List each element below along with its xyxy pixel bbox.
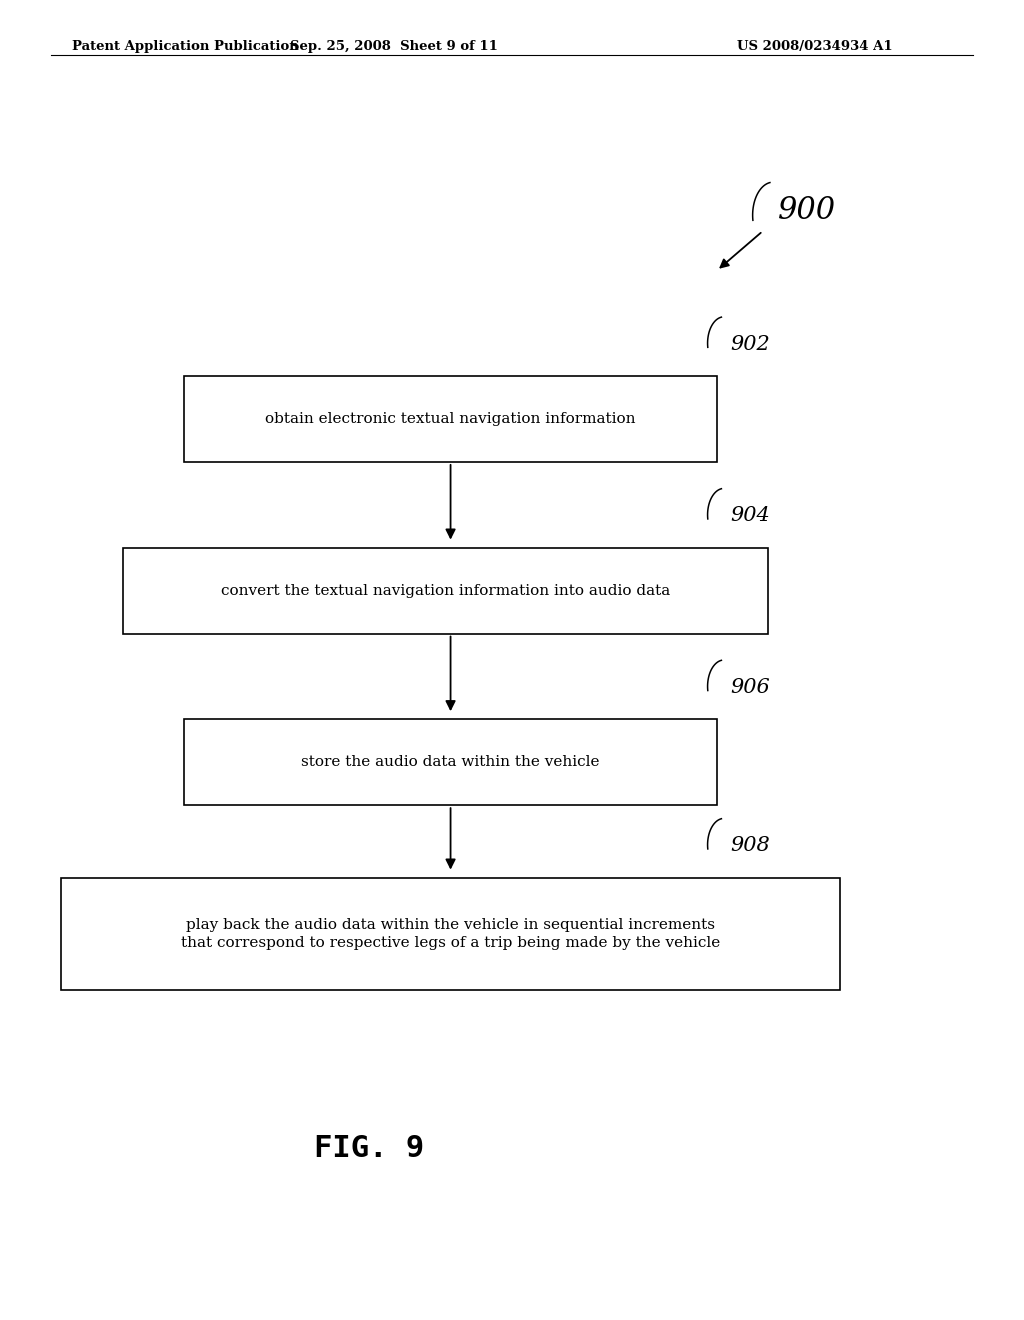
Text: 902: 902: [730, 335, 770, 354]
FancyBboxPatch shape: [61, 878, 840, 990]
Text: Sep. 25, 2008  Sheet 9 of 11: Sep. 25, 2008 Sheet 9 of 11: [290, 40, 499, 53]
Text: 906: 906: [730, 678, 770, 697]
Text: obtain electronic textual navigation information: obtain electronic textual navigation inf…: [265, 412, 636, 426]
FancyBboxPatch shape: [184, 376, 717, 462]
FancyBboxPatch shape: [184, 719, 717, 805]
Text: convert the textual navigation information into audio data: convert the textual navigation informati…: [221, 583, 670, 598]
Text: store the audio data within the vehicle: store the audio data within the vehicle: [301, 755, 600, 770]
Text: US 2008/0234934 A1: US 2008/0234934 A1: [737, 40, 893, 53]
Text: 900: 900: [778, 195, 837, 226]
Text: 908: 908: [730, 837, 770, 855]
Text: Patent Application Publication: Patent Application Publication: [72, 40, 298, 53]
Text: FIG. 9: FIG. 9: [313, 1134, 424, 1163]
Text: 904: 904: [730, 507, 770, 525]
Text: play back the audio data within the vehicle in sequential increments
that corres: play back the audio data within the vehi…: [181, 917, 720, 950]
FancyBboxPatch shape: [123, 548, 768, 634]
